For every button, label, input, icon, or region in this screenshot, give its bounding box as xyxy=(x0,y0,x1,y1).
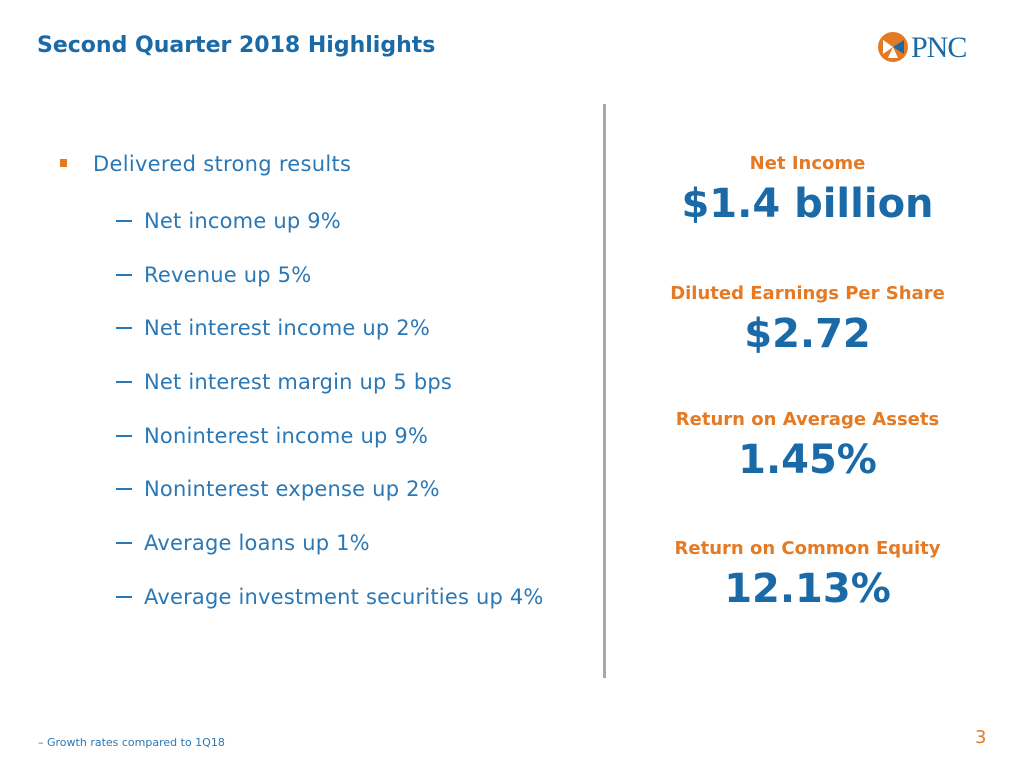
sub-bullet-text: Average investment securities up 4% xyxy=(144,584,544,609)
dash-bullet-icon xyxy=(116,381,132,384)
dash-bullet-icon xyxy=(116,542,132,545)
metric-label: Diluted Earnings Per Share xyxy=(670,283,945,304)
pnc-logo: PNC xyxy=(877,30,989,64)
sub-bullet-text: Net income up 9% xyxy=(144,209,341,233)
sub-bullet-text: Noninterest expense up 2% xyxy=(144,477,440,502)
list-item: Noninterest expense up 2% xyxy=(116,474,544,528)
logo-wordmark: PNC xyxy=(911,31,967,64)
metric-value: 1.45% xyxy=(738,437,877,483)
square-bullet-icon xyxy=(60,159,67,167)
list-item: Noninterest income up 9% xyxy=(116,421,544,475)
metric-value: 12.13% xyxy=(724,566,891,612)
metric-value: $1.4 billion xyxy=(681,181,934,227)
metric-return-on-average-assets: Return on Average Assets 1.45% xyxy=(620,408,995,484)
list-item: Net interest margin up 5 bps xyxy=(116,367,544,421)
metric-net-income: Net Income $1.4 billion xyxy=(620,152,995,228)
page-number: 3 xyxy=(975,727,987,748)
main-bullet-text: Delivered strong results xyxy=(93,152,352,176)
list-item: Average loans up 1% xyxy=(116,528,544,582)
footnote: – Growth rates compared to 1Q18 xyxy=(38,736,225,749)
sub-bullet-text: Average loans up 1% xyxy=(144,531,370,556)
metric-label: Return on Common Equity xyxy=(674,538,941,559)
main-bullet: Delivered strong results xyxy=(60,152,351,176)
metric-return-on-common-equity: Return on Common Equity 12.13% xyxy=(620,537,995,613)
pnc-mark-icon xyxy=(878,32,908,62)
dash-bullet-icon xyxy=(116,273,132,276)
vertical-divider xyxy=(603,104,606,678)
sub-bullet-text: Net interest margin up 5 bps xyxy=(144,370,453,395)
dash-bullet-icon xyxy=(116,488,132,491)
slide-title: Second Quarter 2018 Highlights xyxy=(37,33,436,58)
dash-bullet-icon xyxy=(116,327,132,330)
dash-bullet-icon xyxy=(116,220,132,222)
sub-bullet-list: Net income up 9% Revenue up 5% Net inter… xyxy=(116,206,544,636)
list-item: Net income up 9% xyxy=(116,206,544,260)
sub-bullet-text: Noninterest income up 9% xyxy=(144,423,429,448)
metric-label: Net Income xyxy=(749,153,866,174)
dash-bullet-icon xyxy=(116,434,132,437)
sub-bullet-text: Net interest income up 2% xyxy=(144,316,430,341)
footnote-text: Growth rates compared to 1Q18 xyxy=(47,736,225,749)
dash-bullet-icon xyxy=(116,595,132,598)
list-item: Revenue up 5% xyxy=(116,260,544,314)
metric-label: Return on Average Assets xyxy=(675,409,940,430)
list-item: Average investment securities up 4% xyxy=(116,582,544,636)
sub-bullet-text: Revenue up 5% xyxy=(144,262,312,287)
footnote-dash-icon: – xyxy=(38,736,47,749)
list-item: Net interest income up 2% xyxy=(116,313,544,367)
metric-value: $2.72 xyxy=(744,311,871,357)
metric-diluted-eps: Diluted Earnings Per Share $2.72 xyxy=(620,282,995,358)
